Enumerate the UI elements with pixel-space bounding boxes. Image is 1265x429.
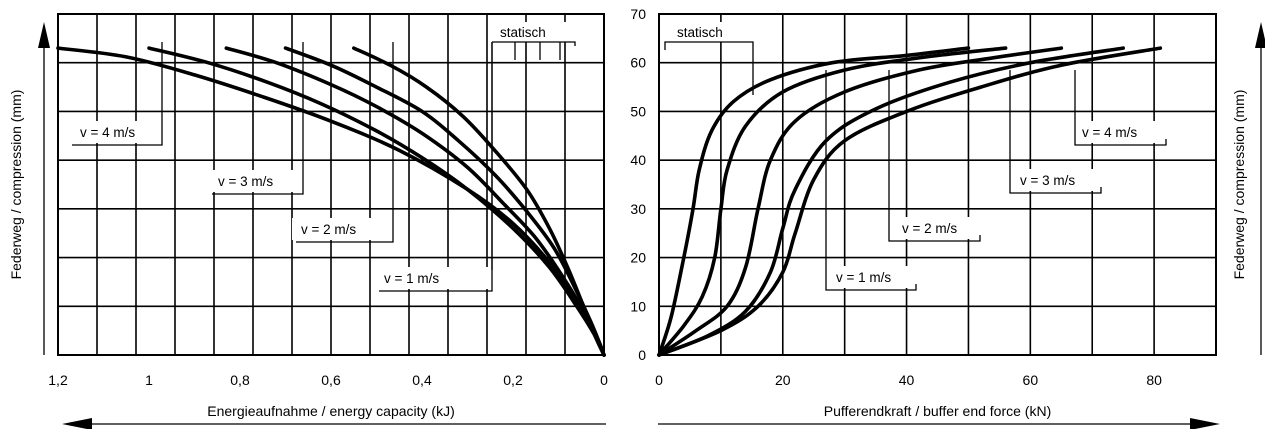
left-y-axis-label: Federweg / compression (mm) [8, 90, 24, 280]
right-plot-frame [658, 13, 1217, 356]
right-label-text: v = 3 m/s [1020, 173, 1075, 188]
left-curve-v-1-m-s [283, 46, 606, 357]
right-x-tick-label: 80 [1146, 372, 1162, 388]
left-curve-v-3-m-s [147, 46, 606, 357]
right-curve-labels: statisch v = 1 m/s v = 2 m/s v = 3 m/s v = 4… [664, 22, 1167, 291]
left-label-v-1-m-s: v = 1 m/s [375, 42, 493, 292]
left-x-tick-label: 0 [600, 372, 608, 388]
left-x-direction-arrow [62, 418, 606, 429]
left-label-text: v = 2 m/s [301, 222, 356, 237]
right-y-tick-label: 50 [630, 103, 646, 119]
right-x-tick-label: 0 [655, 372, 663, 388]
left-label-text: statisch [500, 25, 546, 40]
right-y-tick-labels: 0 10 20 30 40 50 60 70 [630, 6, 646, 363]
left-label-text: v = 3 m/s [218, 174, 273, 189]
left-label-statisch: statisch [491, 22, 576, 270]
right-x-tick-labels: 0 20 40 60 80 [655, 372, 1162, 388]
right-label-text: v = 4 m/s [1082, 125, 1137, 140]
right-x-tick-label: 40 [899, 372, 915, 388]
right-y-direction-arrow [1255, 22, 1265, 355]
left-label-text: v = 1 m/s [384, 271, 439, 286]
right-curve-statisch [657, 46, 971, 357]
right-label-text: v = 1 m/s [836, 270, 891, 285]
right-x-direction-arrow [658, 418, 1220, 429]
left-curves [56, 46, 606, 357]
right-label-text: statisch [677, 25, 723, 40]
left-curve-labels: v = 4 m/s v = 3 m/s v = 2 m/s v = 1 m/s stat… [68, 22, 576, 292]
right-y-tick-label: 70 [630, 6, 646, 22]
right-chart-buffer-end-force: 0 20 40 60 80 0 10 20 30 40 50 60 70 statisch v = 1 … [630, 6, 1265, 429]
left-x-tick-label: 0,6 [321, 372, 341, 388]
right-y-tick-label: 10 [630, 298, 646, 314]
right-x-tick-label: 20 [775, 372, 791, 388]
right-curves [657, 46, 1163, 357]
left-x-axis-label: Energieaufnahme / energy capacity (kJ) [207, 403, 454, 419]
left-label-v-2-m-s: v = 2 m/s [292, 42, 394, 243]
left-x-tick-labels: 1,2 1 0,8 0,6 0,4 0,2 0 [48, 372, 608, 388]
left-label-text: v = 4 m/s [80, 125, 135, 140]
right-label-v-1-m-s: v = 1 m/s [825, 70, 917, 291]
left-x-tick-label: 0,4 [412, 372, 432, 388]
left-chart-energy-capacity: 1,2 1 0,8 0,6 0,4 0,2 0 v = 4 m/sv = 3 m/sv = … [8, 13, 608, 429]
right-curve-v-2-m-s [657, 46, 1064, 357]
left-curve-v-2-m-s [224, 46, 606, 357]
left-curve-statisch [352, 46, 606, 357]
right-x-tick-label: 60 [1023, 372, 1039, 388]
left-y-direction-arrow [38, 22, 50, 355]
left-x-tick-label: 1,2 [48, 372, 68, 388]
left-x-tick-label: 1 [145, 372, 153, 388]
left-x-tick-label: 0,2 [503, 372, 523, 388]
right-label-text: v = 2 m/s [902, 221, 957, 236]
left-label-v-3-m-s: v = 3 m/s [208, 42, 304, 195]
right-label-v-2-m-s: v = 2 m/s [888, 70, 981, 242]
right-y-tick-label: 0 [638, 347, 646, 363]
right-y-axis-label: Federweg / compression (mm) [1231, 90, 1247, 280]
right-curve-v-4-m-s [657, 46, 1163, 357]
right-curve-v-3-m-s [657, 46, 1125, 357]
left-label-v-4-m-s: v = 4 m/s [68, 42, 163, 146]
right-label-v-3-m-s: v = 3 m/s [1009, 70, 1102, 194]
right-label-v-4-m-s: v = 4 m/s [1074, 70, 1167, 146]
right-y-tick-label: 20 [630, 250, 646, 266]
right-curve-v-1-m-s [657, 46, 1008, 357]
right-x-axis-label: Pufferendkraft / buffer end force (kN) [824, 403, 1052, 419]
right-y-tick-label: 40 [630, 152, 646, 168]
left-plot-frame [57, 13, 605, 356]
right-y-tick-label: 60 [630, 55, 646, 71]
right-label-statisch: statisch [664, 22, 755, 95]
left-x-tick-label: 0,8 [230, 372, 250, 388]
right-y-tick-label: 30 [630, 201, 646, 217]
